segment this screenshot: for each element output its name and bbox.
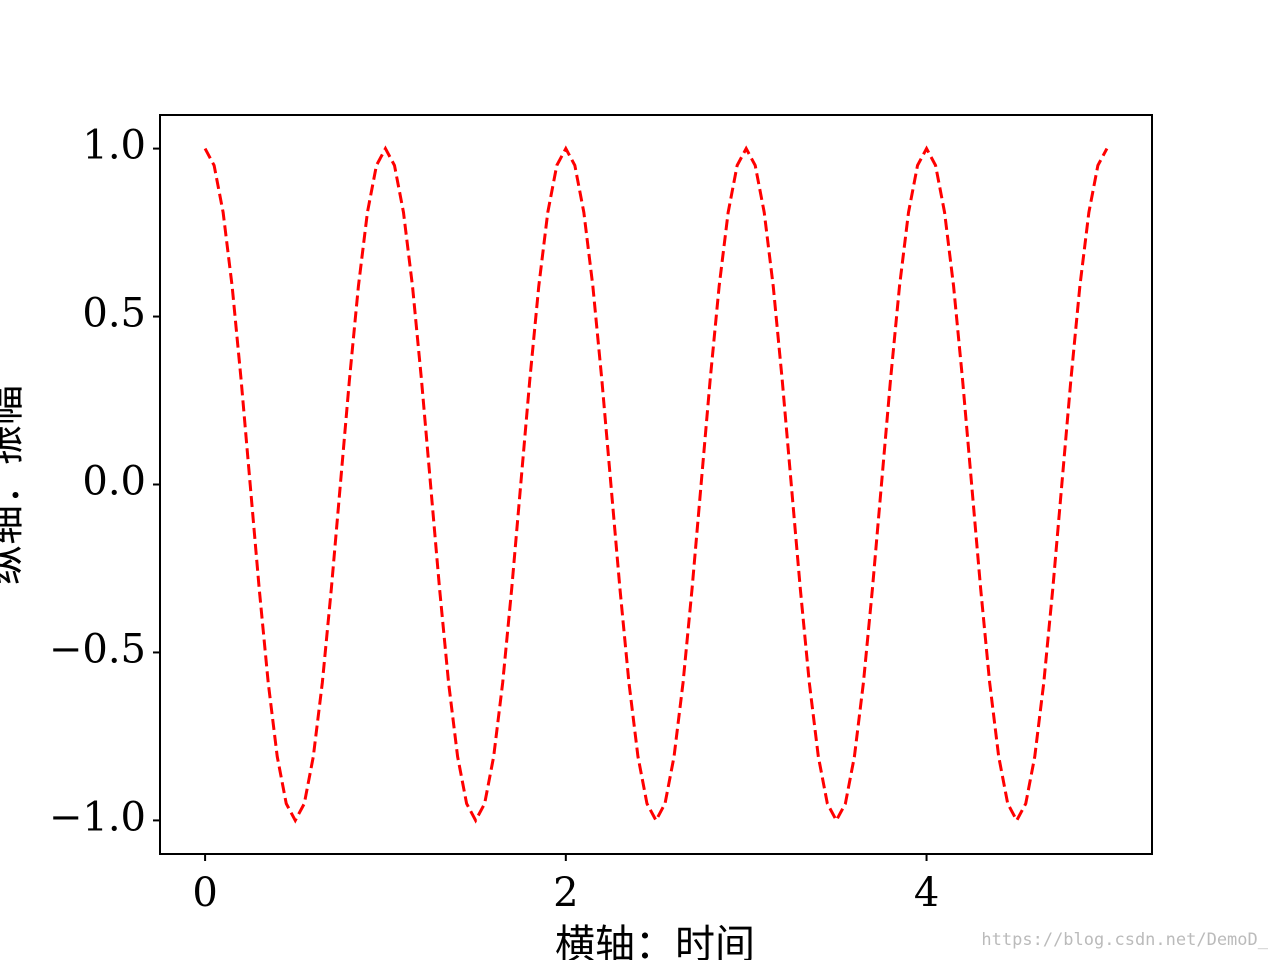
- y-tick-label: 1.0: [82, 123, 146, 169]
- x-tick-label: 4: [914, 870, 939, 916]
- y-tick-label: 0.0: [82, 459, 146, 505]
- y-tick-label: −0.5: [49, 626, 146, 672]
- x-axis-label: 横轴：时间: [555, 922, 755, 960]
- watermark: https://blog.csdn.net/DemoD_: [981, 930, 1268, 950]
- data-line: [203, 145, 1109, 824]
- x-tick-label: 0: [192, 870, 217, 916]
- y-tick-label: 0.5: [82, 291, 146, 337]
- y-axis-label: 纵轴：振幅: [0, 385, 28, 585]
- plot-frame: [159, 114, 1153, 855]
- x-tick-label: 2: [553, 870, 578, 916]
- y-tick-label: −1.0: [49, 794, 146, 840]
